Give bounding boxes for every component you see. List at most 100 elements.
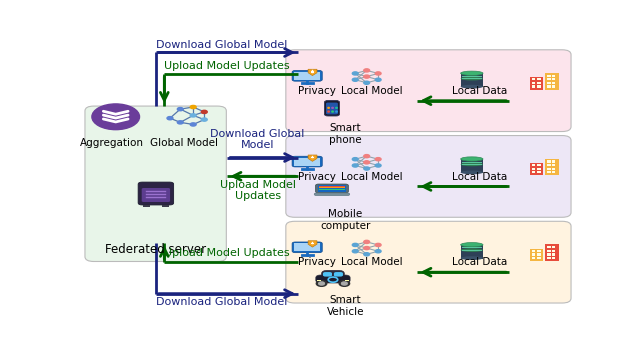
Circle shape xyxy=(319,282,324,285)
FancyBboxPatch shape xyxy=(532,253,535,255)
Circle shape xyxy=(190,123,196,126)
Circle shape xyxy=(364,69,370,72)
Text: Privacy: Privacy xyxy=(298,172,336,182)
Circle shape xyxy=(339,281,349,286)
FancyBboxPatch shape xyxy=(331,110,334,113)
FancyBboxPatch shape xyxy=(311,71,314,72)
Text: Local Data: Local Data xyxy=(452,86,507,96)
FancyBboxPatch shape xyxy=(321,270,344,277)
Circle shape xyxy=(375,158,381,161)
FancyBboxPatch shape xyxy=(552,82,556,84)
FancyBboxPatch shape xyxy=(461,159,483,173)
FancyBboxPatch shape xyxy=(286,135,571,217)
FancyBboxPatch shape xyxy=(529,249,543,261)
FancyBboxPatch shape xyxy=(311,157,314,158)
Text: Local Data: Local Data xyxy=(452,258,507,268)
Circle shape xyxy=(364,161,370,164)
FancyBboxPatch shape xyxy=(545,73,559,90)
FancyBboxPatch shape xyxy=(326,103,338,114)
FancyBboxPatch shape xyxy=(318,185,346,192)
Ellipse shape xyxy=(461,243,483,247)
FancyBboxPatch shape xyxy=(138,182,173,205)
FancyBboxPatch shape xyxy=(552,78,556,80)
FancyBboxPatch shape xyxy=(552,164,556,166)
FancyBboxPatch shape xyxy=(545,244,559,261)
Circle shape xyxy=(202,118,207,121)
FancyBboxPatch shape xyxy=(311,243,314,244)
FancyBboxPatch shape xyxy=(141,188,170,202)
FancyBboxPatch shape xyxy=(537,164,541,166)
FancyBboxPatch shape xyxy=(461,73,483,87)
FancyBboxPatch shape xyxy=(327,106,330,109)
Text: Download Global Model: Download Global Model xyxy=(156,297,287,307)
FancyBboxPatch shape xyxy=(143,205,150,207)
Ellipse shape xyxy=(461,77,483,80)
Text: Upload Model Updates: Upload Model Updates xyxy=(163,248,289,258)
FancyBboxPatch shape xyxy=(552,85,556,88)
FancyBboxPatch shape xyxy=(529,163,543,175)
FancyBboxPatch shape xyxy=(547,160,550,163)
FancyBboxPatch shape xyxy=(547,171,550,173)
Text: Local Data: Local Data xyxy=(452,172,507,182)
Circle shape xyxy=(364,75,370,78)
FancyBboxPatch shape xyxy=(552,250,556,252)
Circle shape xyxy=(177,121,183,124)
Text: Aggregation: Aggregation xyxy=(80,138,144,148)
FancyBboxPatch shape xyxy=(532,167,535,170)
FancyBboxPatch shape xyxy=(547,74,550,77)
Text: Local Model: Local Model xyxy=(341,172,403,182)
FancyBboxPatch shape xyxy=(334,272,343,277)
FancyBboxPatch shape xyxy=(331,106,334,109)
Text: Upload Model
Updates: Upload Model Updates xyxy=(220,180,296,201)
Circle shape xyxy=(375,78,381,81)
FancyBboxPatch shape xyxy=(537,171,541,173)
Text: Federated server: Federated server xyxy=(106,243,207,256)
Text: Privacy: Privacy xyxy=(298,258,336,268)
Polygon shape xyxy=(308,69,317,76)
Ellipse shape xyxy=(461,248,483,252)
Text: Smart
Vehicle: Smart Vehicle xyxy=(326,295,364,317)
Circle shape xyxy=(352,78,358,81)
Polygon shape xyxy=(308,241,317,247)
FancyBboxPatch shape xyxy=(461,245,483,259)
Circle shape xyxy=(352,158,358,161)
FancyBboxPatch shape xyxy=(292,242,323,253)
Circle shape xyxy=(202,110,207,113)
Text: Global Model: Global Model xyxy=(150,138,218,148)
FancyBboxPatch shape xyxy=(547,167,550,170)
Circle shape xyxy=(364,155,370,158)
FancyBboxPatch shape xyxy=(327,110,330,113)
FancyBboxPatch shape xyxy=(345,280,349,281)
FancyBboxPatch shape xyxy=(547,82,550,84)
FancyBboxPatch shape xyxy=(532,78,535,80)
FancyBboxPatch shape xyxy=(547,250,550,252)
FancyBboxPatch shape xyxy=(286,50,571,132)
FancyBboxPatch shape xyxy=(324,101,339,116)
FancyBboxPatch shape xyxy=(294,158,320,166)
FancyBboxPatch shape xyxy=(547,78,550,80)
Circle shape xyxy=(352,72,358,75)
FancyBboxPatch shape xyxy=(314,193,350,196)
FancyBboxPatch shape xyxy=(294,72,320,80)
Circle shape xyxy=(190,105,196,109)
Circle shape xyxy=(92,104,140,130)
FancyBboxPatch shape xyxy=(292,71,323,81)
Circle shape xyxy=(375,72,381,75)
FancyBboxPatch shape xyxy=(162,205,169,207)
FancyBboxPatch shape xyxy=(532,82,535,84)
Ellipse shape xyxy=(461,256,483,260)
FancyBboxPatch shape xyxy=(552,74,556,77)
Circle shape xyxy=(364,167,370,170)
Circle shape xyxy=(352,164,358,167)
FancyBboxPatch shape xyxy=(547,246,550,248)
Circle shape xyxy=(352,243,358,246)
FancyBboxPatch shape xyxy=(552,160,556,163)
Circle shape xyxy=(177,108,183,111)
Text: Smart
phone: Smart phone xyxy=(329,124,362,145)
Text: Local Model: Local Model xyxy=(341,258,403,268)
FancyBboxPatch shape xyxy=(85,106,227,261)
FancyBboxPatch shape xyxy=(537,82,541,84)
Text: Download Global Model: Download Global Model xyxy=(156,40,287,50)
FancyBboxPatch shape xyxy=(316,184,348,193)
FancyBboxPatch shape xyxy=(335,110,338,113)
